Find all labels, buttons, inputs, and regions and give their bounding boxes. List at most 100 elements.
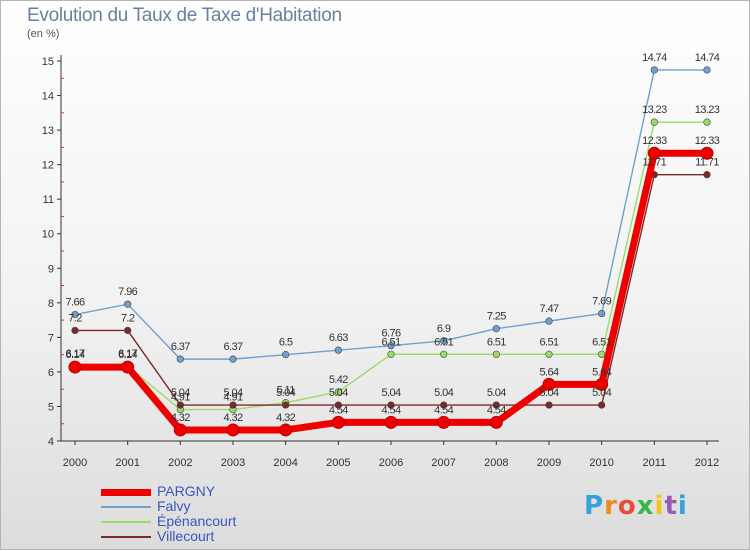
data-point [545, 317, 553, 325]
data-point [387, 342, 395, 350]
data-label: 6.17 [65, 348, 84, 360]
data-label: 5.04 [539, 387, 558, 399]
legend-swatch [101, 521, 151, 523]
data-label: 4.54 [381, 404, 400, 416]
data-point [598, 401, 606, 409]
data-point [440, 401, 448, 409]
data-label: 6.51 [539, 336, 558, 348]
data-point [647, 146, 661, 160]
logo-letter: i [654, 491, 665, 521]
data-label: 12.33 [642, 135, 667, 147]
logo-letter: t [664, 491, 678, 521]
data-label: 6.5 [279, 337, 293, 349]
data-point [598, 309, 606, 318]
data-point [334, 346, 342, 354]
data-label: 5.04 [434, 387, 453, 399]
data-label: 14.74 [695, 52, 720, 64]
data-label: 5.04 [592, 387, 611, 399]
data-point [703, 118, 711, 126]
logo-letter: x [636, 491, 655, 521]
x-tick-label: 2004 [273, 457, 297, 469]
legend-label: Épénancourt [157, 513, 237, 529]
logo-letter: i [677, 491, 688, 521]
data-point [121, 360, 135, 374]
legend-swatch [101, 489, 151, 496]
data-label: 6.14 [65, 349, 84, 361]
x-tick-label: 2003 [221, 457, 245, 469]
data-label: 5.64 [539, 366, 558, 378]
data-label: 7.47 [539, 303, 558, 315]
data-point [595, 377, 609, 391]
logo-letter: r [604, 491, 618, 521]
data-point [282, 351, 290, 359]
data-point [71, 310, 79, 319]
y-tick-label: 10 [42, 229, 54, 241]
data-label: 7.2 [68, 312, 82, 324]
y-tick-label: 15 [42, 56, 54, 68]
y-tick-label: 6 [48, 367, 54, 379]
data-label: 5.04 [276, 387, 295, 399]
x-tick-label: 2002 [168, 457, 192, 469]
chart-subtitle: (en %) [27, 28, 60, 40]
data-label: 6.9 [437, 323, 451, 335]
data-label: 5.42 [329, 374, 348, 386]
x-tick-label: 2009 [537, 457, 561, 469]
data-label: 6.63 [329, 332, 348, 344]
data-label: 13.23 [695, 104, 720, 116]
data-point [492, 401, 500, 409]
data-point [440, 350, 448, 358]
data-label: 7.96 [118, 286, 137, 298]
data-point [334, 401, 342, 409]
data-point [492, 325, 500, 333]
x-tick-label: 2011 [643, 457, 667, 469]
proxiti-logo: Proxiti [584, 491, 688, 521]
x-tick-label: 2006 [379, 457, 403, 469]
data-label: 7.66 [65, 297, 84, 309]
y-tick-label: 14 [42, 91, 54, 103]
data-label: 12.33 [695, 135, 720, 147]
data-point [542, 377, 556, 391]
data-point [279, 423, 293, 437]
y-tick-label: 13 [42, 125, 54, 137]
data-label: 6.37 [223, 341, 242, 353]
data-point [387, 401, 395, 409]
data-label: 6.76 [381, 328, 400, 340]
data-label: 4.54 [434, 404, 453, 416]
data-label: 7.25 [487, 311, 506, 323]
data-label: 5.04 [381, 387, 400, 399]
x-tick-label: 2012 [695, 457, 719, 469]
data-point [598, 350, 606, 358]
data-label: 6.51 [487, 336, 506, 348]
data-label: 7.2 [121, 312, 135, 324]
data-point [703, 171, 711, 179]
series-line-villecourt [75, 173, 707, 406]
data-point [331, 415, 345, 429]
x-tick-label: 2007 [431, 457, 455, 469]
data-label: 4.32 [276, 412, 295, 424]
y-tick-label: 4 [48, 436, 54, 448]
data-label: 4.32 [171, 412, 190, 424]
y-tick-label: 9 [48, 263, 54, 275]
data-point [384, 415, 398, 429]
x-tick-label: 2001 [115, 457, 139, 469]
data-label: 13.23 [642, 104, 667, 116]
data-label: 5.04 [223, 387, 242, 399]
data-point [229, 355, 237, 363]
data-point [124, 300, 132, 308]
data-label: 5.04 [171, 387, 190, 399]
x-tick-label: 2000 [63, 457, 87, 469]
series-line-falvy [74, 69, 707, 360]
legend-label: PARGNY [157, 483, 216, 499]
data-label: 5.04 [487, 387, 506, 399]
data-label: 4.91 [223, 392, 242, 404]
data-point [492, 350, 500, 358]
data-point [700, 146, 714, 160]
data-point [176, 355, 184, 363]
y-tick-label: 7 [48, 332, 54, 344]
data-label: 6.51 [434, 336, 453, 348]
chart-title: Evolution du Taux de Taxe d'Habitation [27, 5, 342, 26]
data-label: 7.69 [592, 296, 611, 308]
data-point [173, 423, 187, 437]
